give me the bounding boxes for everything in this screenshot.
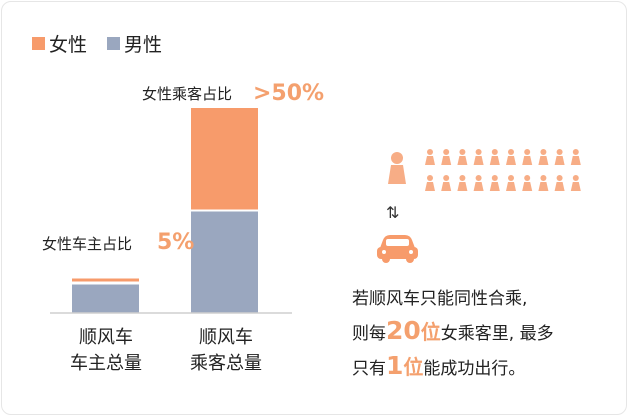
legend-swatch-male [107, 37, 120, 50]
legend-swatch-female [32, 37, 45, 50]
legend: 女性 男性 [32, 34, 162, 56]
annotation-female-driver-value: 5% [157, 230, 194, 255]
bar-female-0 [72, 278, 139, 282]
female-passenger-icon [506, 149, 516, 165]
caption-highlight-1: 1 [386, 351, 404, 380]
legend-label-male: 男性 [124, 34, 162, 56]
caption-highlight-20-unit: 位 [420, 320, 441, 344]
annotation-female-driver-label: 女性车主占比 [42, 235, 132, 253]
female-passenger-icon [457, 149, 468, 165]
female-passenger-icon [570, 175, 581, 191]
category-label-passengers-line1: 顺风车 [199, 327, 253, 348]
female-passenger-icon [554, 175, 565, 191]
female-passenger-icon [538, 149, 549, 165]
caption-highlight-1-unit: 位 [403, 355, 424, 379]
legend-label-female: 女性 [49, 34, 87, 56]
bars [72, 108, 258, 313]
female-passenger-icon [522, 149, 533, 165]
female-passenger-icon [473, 149, 484, 165]
caption-line-2-post: 女乘客里, 最多 [440, 324, 554, 344]
annotation-female-passenger-value: >50% [253, 81, 324, 106]
female-passenger-icon [473, 175, 484, 191]
caption-line-3: 只有1位能成功出行。 [352, 350, 622, 385]
caption-line-3-post: 能成功出行。 [423, 359, 526, 379]
car-icon [377, 235, 418, 263]
female-passenger-icon [489, 175, 500, 191]
caption-highlight-20: 20 [386, 316, 421, 345]
bar-female-1 [191, 108, 258, 210]
category-label-drivers-line2: 车主总量 [70, 353, 142, 374]
annotation-female-passenger-label: 女性乘客占比 [142, 85, 232, 103]
caption-line-2-pre: 则每 [352, 324, 386, 344]
caption-text: 若顺风车只能同性合乘, 则每20位女乘客里, 最多 只有1位能成功出行。 [352, 283, 622, 385]
caption-line-3-pre: 只有 [352, 359, 386, 379]
female-passenger-icon [522, 175, 533, 191]
swap-arrows-icon: ⇅ [386, 203, 399, 222]
bar-male-0 [72, 284, 139, 313]
female-passengers-grid [425, 149, 581, 191]
driver-woman-icon [388, 152, 406, 184]
female-passenger-icon [570, 149, 581, 165]
female-passenger-icon [538, 175, 549, 191]
category-label-passengers-line2: 乘客总量 [190, 353, 262, 374]
female-passenger-icon [441, 149, 452, 165]
bar-male-1 [191, 211, 258, 313]
female-passenger-icon [506, 175, 516, 191]
caption-line-1: 若顺风车只能同性合乘, [352, 289, 528, 309]
female-passenger-icon [489, 149, 500, 165]
female-passenger-icon [554, 149, 565, 165]
female-passenger-icon [425, 175, 435, 191]
female-passenger-icon [457, 175, 468, 191]
female-passenger-icon [425, 149, 435, 165]
caption-line-2: 则每20位女乘客里, 最多 [352, 315, 622, 350]
female-passenger-icon [441, 175, 452, 191]
category-label-drivers-line1: 顺风车 [79, 327, 133, 348]
